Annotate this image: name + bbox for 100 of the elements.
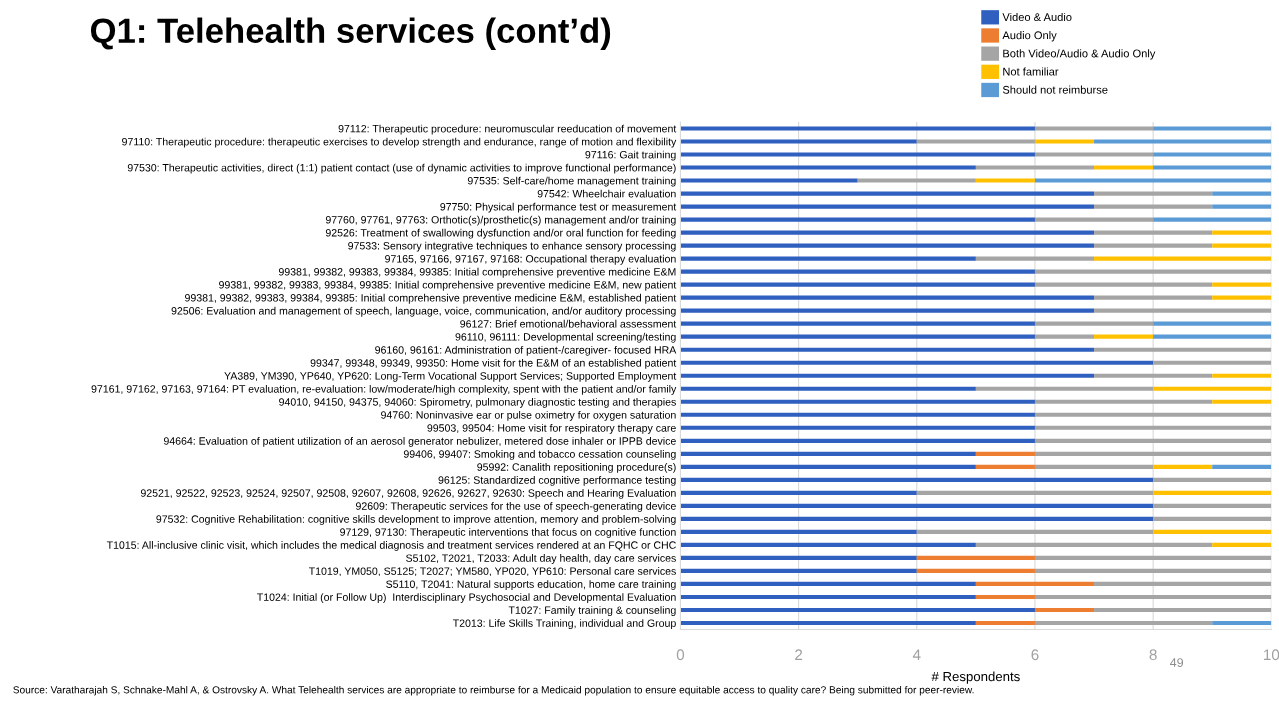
bar (1034, 594, 1272, 600)
bar (680, 347, 1095, 352)
bar (1212, 230, 1272, 235)
bar (680, 204, 1095, 209)
x-tick-label: 2 (795, 649, 803, 661)
bar (1034, 178, 1272, 183)
bar (1212, 204, 1272, 209)
y-tick-label: 97535: Self-care/home management training (467, 176, 676, 187)
bar (680, 399, 1035, 404)
bar (975, 620, 1035, 626)
y-tick-label: 99381, 99382, 99383, 99384, 99385: Initial comprehensive preventive medicine E&M (278, 267, 676, 278)
y-tick-label: 96160, 96161: Administration of patient-/caregiver- focused HRA (375, 345, 677, 356)
y-tick-label: 94760: Noninvasive ear or pulse oximetry for oxygen saturation (381, 410, 676, 421)
bar (1153, 321, 1272, 326)
bar (680, 243, 1095, 248)
bar (680, 529, 917, 534)
y-tick-label: S5102, T2021, T2033: Adult day health, day care services (406, 554, 676, 564)
bar (1212, 542, 1272, 547)
bar (680, 412, 1035, 417)
legend-label: Audio Only (1002, 31, 1057, 42)
x-tick-label: 0 (676, 649, 685, 661)
x-tick-label: 8 (1149, 649, 1157, 661)
bar (1034, 464, 1154, 469)
bar (680, 451, 976, 456)
bar (1094, 308, 1272, 313)
bar (1153, 503, 1272, 508)
y-tick-label: 97112: Therapeutic procedure: neuromuscular reeducation of movement (338, 124, 677, 135)
y-tick-label: 99503, 99504: Home visit for respiratory therapy care (427, 423, 676, 434)
bar (680, 490, 917, 495)
bar (680, 438, 1035, 443)
bar (916, 139, 1035, 144)
bar (975, 256, 1095, 261)
bar (680, 295, 1095, 300)
y-tick-label: 97532: Cognitive Rehabilitation: cognitive skills development to improve attention, memory and problem-solving (156, 515, 676, 525)
bar (1094, 607, 1272, 613)
bar (1212, 464, 1272, 469)
bar (857, 178, 976, 183)
bar (680, 503, 1154, 508)
legend-label: Video & Audio (1002, 12, 1072, 22)
bar (680, 308, 1095, 313)
bar (1212, 620, 1272, 626)
bar (680, 594, 976, 600)
y-tick-label: YA389, YM390, YP640, YP620: Long-Term Vocational Support Services; Supported Employment (224, 371, 677, 382)
bar (680, 620, 976, 626)
text: 49 (1170, 658, 1184, 667)
bar (916, 490, 1154, 495)
bar (1094, 256, 1272, 261)
text: Q1: Telehealth services (cont’d) (90, 17, 611, 50)
bar (975, 594, 1035, 600)
y-tick-label: T1019, YM050, S5125; T2027; YM580, YP020, YP610: Personal care services (308, 567, 676, 577)
bar (680, 568, 917, 574)
y-tick-label: 97129, 97130: Therapeutic interventions that focus on cognitive function (340, 528, 676, 538)
bar (1212, 191, 1272, 196)
y-tick-label: 97760, 97761, 97763: Orthotic(s)/prosthetic(s) management and/or training (325, 215, 676, 226)
x-tick-label: 6 (1031, 649, 1039, 661)
y-tick-label: 94010, 94150, 94375, 94060: Spirometry, pulmonary diagnostic testing and therapies (279, 397, 676, 408)
bar (916, 555, 1035, 561)
bar (1212, 399, 1272, 404)
bar (680, 516, 1154, 521)
bar (1153, 529, 1272, 534)
bar (1094, 139, 1272, 144)
bar (1094, 204, 1213, 209)
bar (680, 477, 1154, 482)
y-tick-label: 97750: Physical performance test or measurement (440, 202, 677, 213)
y-tick-label: 97165, 97166, 97167, 97168: Occupational therapy evaluation (385, 254, 676, 265)
bar (680, 555, 917, 561)
bar (1153, 477, 1272, 482)
bar (680, 165, 976, 170)
y-tick-label: T1015: All-inclusive clinic visit, which includes the medical diagnosis and treatment services rendered at an FQHC or CHC (106, 541, 676, 551)
bar (680, 139, 917, 144)
bar (1094, 243, 1213, 248)
bar (1153, 464, 1213, 469)
y-tick-label: 92506: Evaluation and management of speech, language, voice, communication, and/or auditory processing (171, 306, 676, 317)
bar (680, 373, 1095, 378)
bar (1094, 581, 1272, 587)
y-tick-label: 97533: Sensory integrative techniques to enhance sensory processing (348, 241, 676, 252)
x-tick-label: 10 (1263, 649, 1279, 661)
bar (1034, 126, 1154, 131)
bar (1094, 334, 1154, 339)
y-tick-label: 99406, 99407: Smoking and tobacco cessation counseling (403, 449, 676, 460)
y-tick-label: 99381, 99382, 99383, 99384, 99385: Initial comprehensive preventive medicine E&M, new patient (219, 280, 677, 291)
bar (975, 386, 1154, 391)
bar (680, 542, 976, 547)
bar (1212, 243, 1272, 248)
bar (1094, 347, 1272, 352)
bar (916, 568, 1035, 574)
bar (1034, 282, 1213, 287)
bar (680, 425, 1035, 430)
x-axis-title: # Respondents (931, 671, 1020, 684)
bar (975, 451, 1035, 456)
bar (975, 464, 1035, 469)
bar (680, 334, 1035, 339)
bar (1034, 451, 1272, 456)
bar (1034, 152, 1154, 157)
source-note: Source: Varatharajah S, Schnake-Mahl A, & Ostrovsky A. What Telehealth services are appropriate to reimburse for a Medicaid population to ensure equitable access to quality care? Being submitted for peer-review. (13, 685, 974, 696)
bar (680, 256, 976, 261)
bar (680, 126, 1035, 131)
bar (1153, 516, 1272, 521)
bar (680, 581, 976, 587)
bar (1034, 334, 1095, 339)
